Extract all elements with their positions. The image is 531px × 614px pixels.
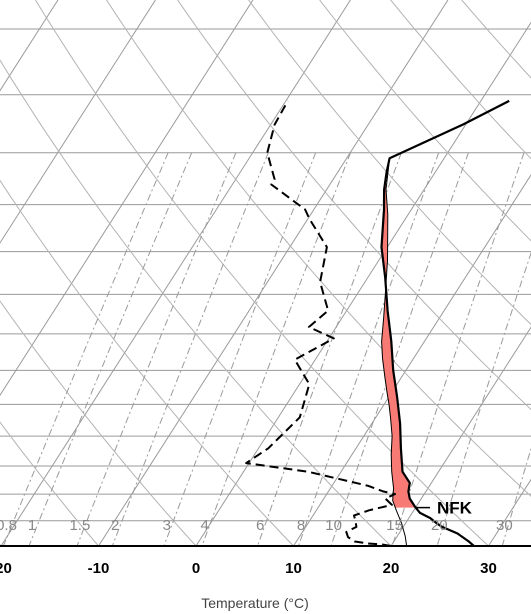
dry-adiabat (0, 59, 392, 546)
isotherm (390, 326, 531, 546)
mixing-ratio-line (391, 152, 525, 546)
dry-adiabat (106, 0, 531, 497)
diagram-grid (0, 0, 531, 546)
isotherm (293, 173, 531, 546)
dry-adiabat (177, 0, 531, 411)
dry-adiabat (0, 179, 294, 546)
isotherm (195, 21, 531, 546)
mixing-ratio-line (28, 152, 193, 546)
mixing-ratio-label: 0.8 (0, 517, 17, 534)
x-tick-label: -20 (0, 560, 12, 577)
dewpoint-line (245, 100, 396, 546)
mixing-ratio-label: 20 (431, 517, 448, 534)
dry-adiabat (390, 0, 531, 160)
parcel-line (381, 158, 408, 546)
mixing-ratio-label: 2 (111, 517, 119, 534)
x-tick-label: 30 (480, 560, 497, 577)
x-tick-label: -10 (88, 560, 110, 577)
sounding-lines (245, 99, 510, 546)
x-tick-label: 0 (192, 560, 200, 577)
mixing-ratio-line (257, 152, 402, 546)
dry-adiabat (0, 300, 197, 546)
mixing-ratio-label: 6 (256, 517, 264, 534)
mixing-ratio-label: 1.5 (69, 517, 90, 534)
dry-adiabat (35, 0, 489, 546)
x-tick-label: 10 (285, 560, 302, 577)
mixing-ratio-line (501, 447, 531, 546)
mixing-ratio-line (201, 152, 351, 546)
x-axis-ticks: -20 -10 0 10 20 30 (0, 560, 497, 577)
dry-adiabat (0, 421, 99, 546)
dry-adiabat (319, 0, 531, 242)
mixing-ratio-label: 4 (201, 517, 209, 534)
dry-adiabat (0, 543, 2, 546)
cape-shading (381, 184, 416, 508)
station-label: NFK (437, 499, 473, 518)
mixing-ratio-label: 1 (28, 517, 36, 534)
mixing-ratio-line (2, 152, 169, 546)
x-tick-label: 20 (383, 560, 400, 577)
cape-area (381, 184, 416, 508)
mixing-ratio-label: 3 (163, 517, 171, 534)
x-axis-label: Temperature (°C) (201, 595, 309, 611)
isotherm (0, 0, 156, 244)
mixing-ratio-line (330, 152, 469, 546)
mixing-ratio-label: 15 (386, 517, 403, 534)
isotherm (0, 0, 59, 92)
mixing-ratio-line (436, 251, 531, 546)
chart-labels: 0.8 1 1.5 2 3 4 6 8 10 15 20 30 NFK (0, 499, 513, 534)
isotherm (98, 0, 449, 546)
mixing-ratio-label: 10 (325, 517, 342, 534)
isotherm (0, 0, 254, 397)
mixing-ratio-line (163, 152, 317, 546)
mixing-ratio-label: 30 (496, 517, 513, 534)
dry-adiabat (248, 0, 531, 326)
mixing-ratio-label: 8 (297, 517, 305, 534)
temperature-line (380, 99, 510, 546)
isotherm (0, 0, 351, 546)
